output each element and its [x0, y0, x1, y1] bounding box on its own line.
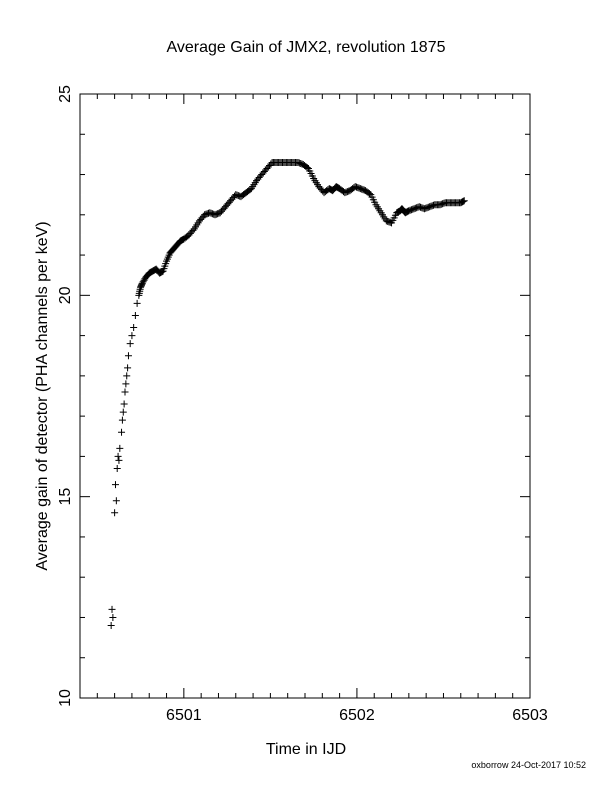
- x-tick-label: 6503: [512, 707, 548, 724]
- data-point: [459, 197, 467, 205]
- data-point: [118, 428, 126, 436]
- data-point: [109, 613, 117, 621]
- data-point: [107, 622, 115, 630]
- data-point: [122, 380, 130, 388]
- data-point: [138, 279, 146, 287]
- data-point: [128, 332, 136, 340]
- y-tick-label: 15: [57, 488, 74, 506]
- x-axis-label: Time in IJD: [266, 741, 346, 758]
- data-point: [403, 208, 411, 216]
- data-point: [123, 372, 131, 380]
- data-point: [365, 190, 373, 198]
- y-tick-label: 10: [57, 689, 74, 707]
- y-axis-label: Average gain of detector (PHA channels p…: [34, 221, 51, 570]
- data-point: [115, 456, 123, 464]
- data-point: [131, 311, 139, 319]
- data-point: [140, 276, 148, 284]
- footer-stamp: oxborrow 24-Oct-2017 10:52: [471, 760, 586, 770]
- data-point: [114, 452, 122, 460]
- data-point: [303, 163, 311, 171]
- data-point: [133, 299, 141, 307]
- plot-frame: [79, 93, 531, 699]
- data-point: [139, 278, 147, 286]
- chart-title: Average Gain of JMX2, revolution 1875: [167, 39, 446, 56]
- data-points: [107, 158, 468, 630]
- data-point: [111, 481, 119, 489]
- data-point: [157, 268, 165, 276]
- data-point: [124, 352, 132, 360]
- data-point: [121, 388, 129, 396]
- data-point: [189, 226, 197, 234]
- data-point: [112, 497, 120, 505]
- data-point: [113, 464, 121, 472]
- data-point: [124, 364, 132, 372]
- y-axis-ticks: 10 15 20 25: [57, 85, 530, 707]
- y-tick-label: 25: [57, 85, 74, 103]
- data-point: [111, 509, 119, 517]
- data-point: [130, 324, 138, 332]
- x-axis-ticks: 6501 6502 6503: [96, 94, 548, 724]
- y-tick-label: 20: [57, 286, 74, 304]
- data-point: [120, 400, 128, 408]
- data-point: [108, 605, 116, 613]
- data-point: [126, 340, 134, 348]
- data-point: [460, 197, 468, 205]
- data-point: [116, 444, 124, 452]
- data-point: [118, 416, 126, 424]
- data-point: [158, 268, 166, 276]
- x-tick-label: 6502: [339, 707, 375, 724]
- data-point: [459, 198, 466, 206]
- data-point: [119, 408, 127, 416]
- x-tick-label: 6501: [166, 707, 202, 724]
